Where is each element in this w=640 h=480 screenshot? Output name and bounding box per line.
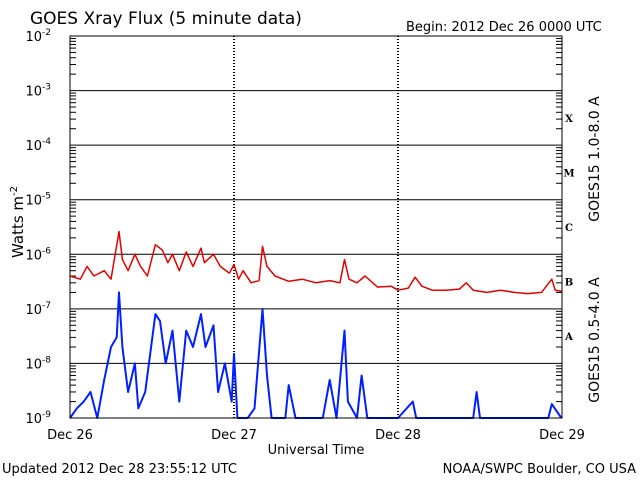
chart-title: GOES Xray Flux (5 minute data) (30, 9, 302, 29)
y-tick-base: 10 (25, 248, 42, 263)
credit-text: NOAA/SWPC Boulder, CO USA (443, 462, 636, 477)
y-tick-exp: -6 (42, 246, 51, 256)
y-tick-label: 10-4 (25, 137, 51, 154)
legend-goes15-short: GOES15 0.5-4.0 A (587, 277, 603, 403)
x-tick-label: Dec 27 (211, 428, 257, 443)
y-tick-exp: -2 (42, 28, 51, 38)
begin-time: Begin: 2012 Dec 26 0000 UTC (406, 20, 602, 35)
y-tick-exp: -9 (42, 410, 51, 420)
y-tick-base: 10 (25, 303, 42, 318)
y-tick-exp: -4 (42, 137, 51, 147)
y-tick-base: 10 (25, 357, 42, 372)
y-axis-label-text: Watts m (9, 196, 27, 258)
flare-class-label: B (565, 278, 573, 289)
y-tick-label: 10-3 (25, 83, 51, 100)
y-tick-exp: -5 (42, 192, 51, 202)
y-axis-label: Watts m-2 (9, 186, 27, 258)
y-tick-base: 10 (25, 412, 42, 427)
y-tick-label: 10-2 (25, 28, 51, 45)
updated-timestamp: Updated 2012 Dec 28 23:55:12 UTC (2, 462, 237, 477)
y-tick-label: 10-8 (25, 355, 51, 372)
flare-class-label: M (563, 168, 574, 179)
flare-class-label: X (565, 114, 573, 125)
y-tick-base: 10 (25, 85, 42, 100)
x-axis-label: Universal Time (268, 443, 365, 458)
y-tick-label: 10-5 (25, 192, 51, 209)
plot-frame (69, 35, 563, 419)
y-axis-label-exponent: -2 (9, 186, 20, 196)
x-tick-label: Dec 29 (539, 428, 585, 443)
legend-goes15-long: GOES15 1.0-8.0 A (587, 96, 603, 222)
y-tick-label: 10-7 (25, 301, 51, 318)
series-line-1-8A (69, 230, 562, 295)
flare-class-label: A (564, 332, 573, 343)
y-tick-exp: -7 (42, 301, 51, 311)
y-tick-base: 10 (25, 30, 42, 45)
x-tick-label: Dec 26 (47, 428, 93, 443)
y-tick-label: 10-6 (25, 246, 51, 263)
y-tick-base: 10 (25, 139, 42, 154)
y-tick-base: 10 (25, 194, 42, 209)
flare-class-label: C (565, 223, 573, 234)
y-tick-exp: -8 (42, 355, 51, 365)
x-tick-label: Dec 28 (375, 428, 421, 443)
y-tick-exp: -3 (42, 83, 51, 93)
series-line-05-4A (69, 291, 563, 419)
y-tick-label: 10-9 (25, 410, 51, 427)
